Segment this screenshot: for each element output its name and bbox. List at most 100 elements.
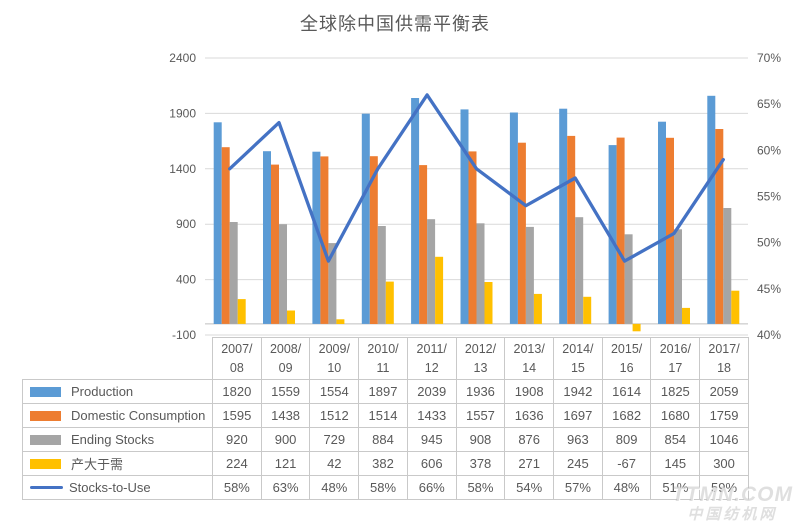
bar-1	[320, 156, 329, 324]
chart-title: 全球除中国供需平衡表	[300, 14, 490, 34]
series-name: Stocks-to-Use	[69, 480, 151, 495]
value-cell: 884	[358, 427, 408, 452]
bar-3	[533, 293, 542, 324]
value-cell: 920	[212, 427, 262, 452]
value-cell: 945	[406, 427, 457, 452]
value-cell: 48%	[601, 475, 652, 500]
bar-1	[468, 151, 477, 324]
bar-0	[460, 109, 469, 324]
value-cell: 271	[504, 451, 555, 476]
left-axis-tick-label: 1400	[169, 162, 196, 176]
right-axis-tick-label: 45%	[757, 282, 781, 296]
right-axis-tick-label: 65%	[757, 97, 781, 111]
bar-3	[237, 299, 246, 324]
value-cell: 900	[260, 427, 311, 452]
value-cell: 59%	[699, 475, 749, 500]
right-axis-tick-label: 50%	[757, 236, 781, 250]
bar-1	[517, 142, 526, 324]
value-cell: 1680	[650, 403, 701, 428]
value-cell: -67	[601, 451, 652, 476]
bar-0	[361, 113, 370, 324]
bar-3	[682, 307, 690, 324]
value-cell: 1759	[699, 403, 749, 428]
bar-2	[525, 226, 534, 324]
value-cell: 1512	[309, 403, 360, 428]
value-cell: 66%	[406, 475, 457, 500]
bar-2	[328, 243, 337, 324]
bar-2	[624, 234, 633, 324]
value-cell: 224	[212, 451, 262, 476]
legend-color-key	[30, 458, 61, 469]
value-cell: 908	[455, 427, 506, 452]
bar-3	[484, 282, 493, 324]
value-cell: 1595	[212, 403, 262, 428]
bar-0	[559, 108, 568, 324]
value-cell: 1897	[358, 379, 408, 404]
left-axis-tick-label: -100	[172, 328, 196, 342]
category-header-cell: 2008/09	[260, 337, 311, 380]
stocks-to-use-line	[228, 93, 725, 263]
value-cell: 1682	[601, 403, 652, 428]
bar-1	[616, 137, 625, 324]
bar-0	[707, 95, 716, 324]
value-cell: 58%	[358, 475, 408, 500]
legend-color-key	[30, 434, 61, 445]
value-cell: 1820	[212, 379, 262, 404]
chart-data-table: 2007/08 2008/09 2009/10 2010/11 2011/12 2012/…	[22, 337, 749, 500]
value-cell: 378	[455, 451, 506, 476]
value-cell: 1908	[504, 379, 555, 404]
bar-2	[229, 222, 238, 324]
bar-1	[567, 135, 576, 324]
bar-0	[263, 151, 271, 324]
value-cell: 1557	[455, 403, 506, 428]
value-cell: 51%	[650, 475, 701, 500]
bar-0	[312, 151, 321, 324]
right-axis-tick-label: 40%	[757, 328, 781, 342]
bar-1	[715, 129, 724, 324]
value-cell: 1942	[553, 379, 603, 404]
value-cell: 58%	[212, 475, 262, 500]
series-name: Ending Stocks	[71, 432, 155, 447]
value-cell: 57%	[553, 475, 603, 500]
bar-1	[666, 137, 674, 324]
series-name: 产大于需	[71, 457, 124, 472]
value-cell: 1438	[260, 403, 311, 428]
value-cell: 42	[309, 451, 360, 476]
value-cell: 145	[650, 451, 701, 476]
category-header-cell: 2017/18	[699, 337, 749, 380]
bar-3	[731, 290, 740, 324]
value-cell: 245	[553, 451, 603, 476]
bar-3	[583, 296, 592, 324]
right-axis-tick-label: 60%	[757, 143, 781, 157]
value-cell: 63%	[260, 475, 311, 500]
category-header-cell: 2007/08	[212, 337, 262, 380]
left-axis-tick-label: 2400	[169, 51, 196, 65]
table-corner-cell	[23, 338, 213, 380]
series-name: Production	[71, 384, 134, 399]
series-name: Domestic Consumption	[71, 408, 206, 423]
value-cell: 382	[358, 451, 408, 476]
right-axis-tick-label: 55%	[757, 190, 781, 204]
value-cell: 729	[309, 427, 360, 452]
value-cell: 963	[553, 427, 603, 452]
bar-0	[608, 145, 617, 324]
bar-0	[509, 112, 518, 324]
category-header-cell: 2013/14	[504, 337, 555, 380]
bar-2	[279, 224, 287, 324]
category-header-cell: 2010/11	[358, 337, 408, 380]
series-label-cell: 产大于需	[22, 451, 213, 476]
bar-3	[287, 310, 295, 324]
left-axis-tick-label: 400	[176, 273, 196, 287]
category-header-cell: 2011/12	[406, 337, 457, 380]
left-axis-tick-label: 900	[176, 217, 196, 231]
value-cell: 1614	[601, 379, 652, 404]
value-cell: 58%	[455, 475, 506, 500]
bar-3	[385, 281, 394, 324]
series-label-cell: Domestic Consumption	[22, 403, 213, 428]
bar-0	[658, 121, 666, 324]
bar-1	[271, 164, 279, 324]
category-header-cell: 2014/15	[553, 337, 603, 380]
bar-1	[221, 147, 230, 324]
category-header-cell: 2012/13	[455, 337, 506, 380]
